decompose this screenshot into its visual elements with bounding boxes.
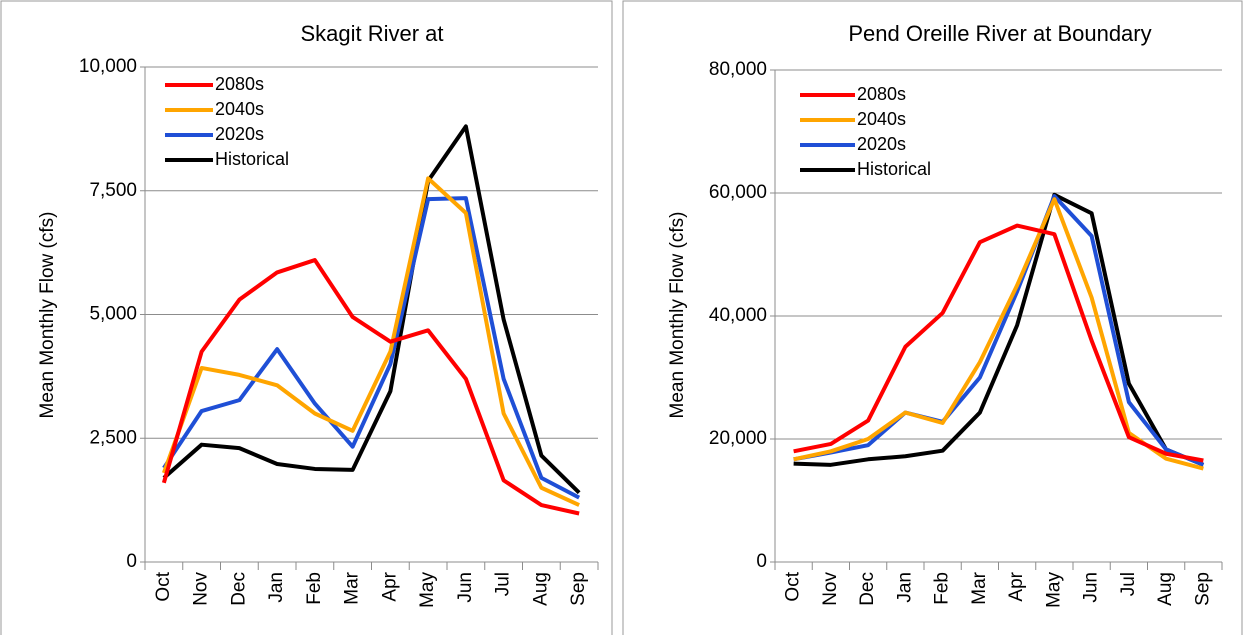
x-tick-label: Apr [1006,571,1027,601]
chart-title: Skagit River at [300,21,443,46]
legend-label: Historical [215,149,289,169]
x-tick-label: Jan [894,572,915,603]
x-tick-label: Nov [820,572,841,606]
legend-label: 2020s [215,124,264,144]
series-line [161,258,580,516]
y-tick-label: 0 [756,551,767,572]
x-tick-label: Nov [191,572,212,606]
x-tick-label: Jan [266,572,287,603]
series-line [793,223,1204,463]
panel-border [622,0,1243,635]
legend-label: 2040s [215,99,264,119]
y-tick-label: 7,500 [89,180,137,201]
x-tick-label: Dec [228,572,249,606]
series-line [162,196,581,500]
x-tick-label: May [417,572,438,608]
y-tick-label: 60,000 [709,182,767,203]
x-tick-label: Mar [969,571,990,604]
y-tick-label: 5,000 [89,304,137,325]
x-tick-label: Mar [342,571,363,604]
legend-label: 2080s [215,74,264,94]
y-axis-label: Mean Monthly Flow (cfs) [667,212,688,419]
x-tick-label: Jun [455,572,476,603]
x-tick-label: Jul [1118,572,1139,596]
x-tick-label: Sep [568,572,589,606]
legend-label: 2040s [857,109,906,129]
x-tick-label: May [1043,572,1064,608]
x-tick-label: Aug [530,572,551,606]
legend-label: 2020s [857,134,906,154]
x-tick-label: Feb [304,572,325,605]
x-tick-label: Apr [379,571,400,601]
x-tick-label: Aug [1155,572,1176,606]
y-tick-label: 80,000 [709,59,767,80]
x-tick-label: Dec [857,572,878,606]
x-tick-label: Feb [932,572,953,605]
y-tick-label: 0 [126,551,137,572]
x-tick-label: Oct [783,571,804,601]
x-tick-label: Jul [493,572,514,596]
y-tick-label: 10,000 [79,56,137,77]
y-tick-label: 2,500 [89,427,137,448]
x-tick-label: Sep [1192,572,1213,606]
series-line [162,124,581,495]
legend-label: 2080s [857,84,906,104]
legend-label: Historical [857,159,931,179]
y-tick-label: 40,000 [709,305,767,326]
series-line [793,194,1205,467]
x-tick-label: Oct [153,571,174,601]
y-tick-label: 20,000 [709,428,767,449]
y-axis-label: Mean Monthly Flow (cfs) [37,212,58,419]
panel-border [0,0,613,635]
series-line [161,176,580,507]
chart-title: Pend Oreille River at Boundary [848,21,1151,46]
series-line [793,192,1205,467]
series-line [793,197,1204,471]
x-tick-label: Jun [1081,572,1102,603]
